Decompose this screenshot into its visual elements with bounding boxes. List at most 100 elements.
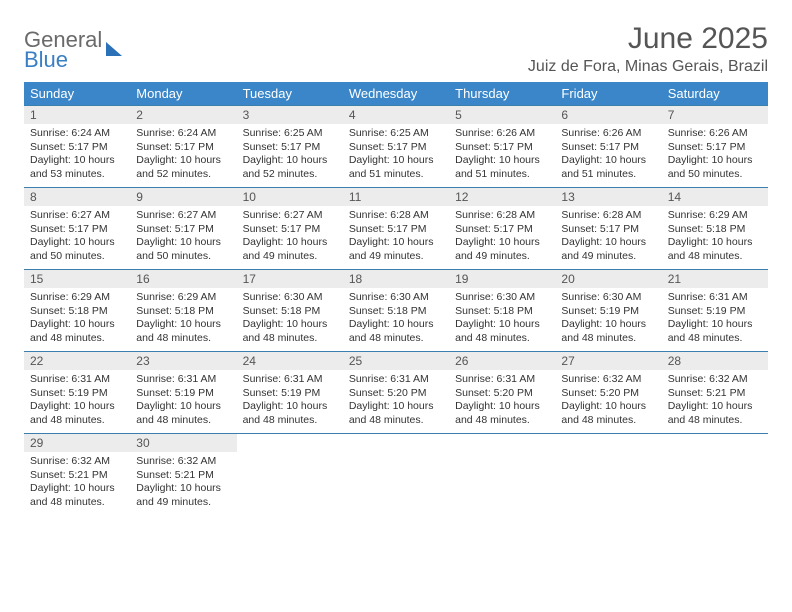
day-details: Sunrise: 6:30 AMSunset: 5:19 PMDaylight:… — [555, 288, 661, 350]
sunset-text: Sunset: 5:17 PM — [243, 223, 337, 237]
day-number: 17 — [237, 270, 343, 288]
day-number: 21 — [662, 270, 768, 288]
sunset-text: Sunset: 5:18 PM — [455, 305, 549, 319]
calendar-cell: . — [343, 434, 449, 516]
calendar-cell: 19Sunrise: 6:30 AMSunset: 5:18 PMDayligh… — [449, 270, 555, 352]
sunset-text: Sunset: 5:17 PM — [136, 141, 230, 155]
sunrise-text: Sunrise: 6:24 AM — [30, 127, 124, 141]
calendar-cell: 18Sunrise: 6:30 AMSunset: 5:18 PMDayligh… — [343, 270, 449, 352]
daylight-text: Daylight: 10 hours and 49 minutes. — [561, 236, 655, 263]
day-details: Sunrise: 6:25 AMSunset: 5:17 PMDaylight:… — [237, 124, 343, 186]
calendar-cell: 27Sunrise: 6:32 AMSunset: 5:20 PMDayligh… — [555, 352, 661, 434]
day-details: Sunrise: 6:24 AMSunset: 5:17 PMDaylight:… — [130, 124, 236, 186]
sunrise-text: Sunrise: 6:31 AM — [668, 291, 762, 305]
day-number: 15 — [24, 270, 130, 288]
logo-text-block: General Blue — [24, 30, 102, 70]
calendar-week-row: 29Sunrise: 6:32 AMSunset: 5:21 PMDayligh… — [24, 434, 768, 516]
day-number: 14 — [662, 188, 768, 206]
calendar-table: Sunday Monday Tuesday Wednesday Thursday… — [24, 82, 768, 516]
calendar-cell: . — [662, 434, 768, 516]
sunset-text: Sunset: 5:17 PM — [455, 223, 549, 237]
daylight-text: Daylight: 10 hours and 48 minutes. — [243, 318, 337, 345]
logo-line-2: Blue — [24, 50, 102, 70]
daylight-text: Daylight: 10 hours and 48 minutes. — [30, 400, 124, 427]
day-details: Sunrise: 6:30 AMSunset: 5:18 PMDaylight:… — [343, 288, 449, 350]
sunset-text: Sunset: 5:17 PM — [136, 223, 230, 237]
daylight-text: Daylight: 10 hours and 50 minutes. — [668, 154, 762, 181]
sunset-text: Sunset: 5:17 PM — [30, 223, 124, 237]
day-number: 18 — [343, 270, 449, 288]
day-details: Sunrise: 6:29 AMSunset: 5:18 PMDaylight:… — [662, 206, 768, 268]
calendar-week-row: 8Sunrise: 6:27 AMSunset: 5:17 PMDaylight… — [24, 188, 768, 270]
calendar-cell: 11Sunrise: 6:28 AMSunset: 5:17 PMDayligh… — [343, 188, 449, 270]
day-number: 9 — [130, 188, 236, 206]
sunrise-text: Sunrise: 6:30 AM — [243, 291, 337, 305]
daylight-text: Daylight: 10 hours and 48 minutes. — [455, 318, 549, 345]
day-details: Sunrise: 6:30 AMSunset: 5:18 PMDaylight:… — [237, 288, 343, 350]
day-number: 12 — [449, 188, 555, 206]
day-number: 7 — [662, 106, 768, 124]
day-number: 22 — [24, 352, 130, 370]
day-details: Sunrise: 6:31 AMSunset: 5:19 PMDaylight:… — [237, 370, 343, 432]
daylight-text: Daylight: 10 hours and 48 minutes. — [30, 482, 124, 509]
daylight-text: Daylight: 10 hours and 48 minutes. — [349, 318, 443, 345]
sunrise-text: Sunrise: 6:32 AM — [30, 455, 124, 469]
location-label: Juiz de Fora, Minas Gerais, Brazil — [528, 58, 768, 76]
sunset-text: Sunset: 5:18 PM — [243, 305, 337, 319]
sunrise-text: Sunrise: 6:32 AM — [668, 373, 762, 387]
weekday-monday: Monday — [130, 82, 236, 106]
day-number: 24 — [237, 352, 343, 370]
calendar-cell: 1Sunrise: 6:24 AMSunset: 5:17 PMDaylight… — [24, 106, 130, 188]
calendar-cell: . — [449, 434, 555, 516]
sunrise-text: Sunrise: 6:32 AM — [136, 455, 230, 469]
calendar-cell: 9Sunrise: 6:27 AMSunset: 5:17 PMDaylight… — [130, 188, 236, 270]
sunrise-text: Sunrise: 6:30 AM — [561, 291, 655, 305]
sunrise-text: Sunrise: 6:29 AM — [668, 209, 762, 223]
weekday-header-row: Sunday Monday Tuesday Wednesday Thursday… — [24, 82, 768, 106]
day-number: 19 — [449, 270, 555, 288]
calendar-cell: 24Sunrise: 6:31 AMSunset: 5:19 PMDayligh… — [237, 352, 343, 434]
sunrise-text: Sunrise: 6:27 AM — [243, 209, 337, 223]
day-details: Sunrise: 6:25 AMSunset: 5:17 PMDaylight:… — [343, 124, 449, 186]
day-number: 4 — [343, 106, 449, 124]
calendar-cell: 7Sunrise: 6:26 AMSunset: 5:17 PMDaylight… — [662, 106, 768, 188]
sunrise-text: Sunrise: 6:25 AM — [349, 127, 443, 141]
daylight-text: Daylight: 10 hours and 48 minutes. — [30, 318, 124, 345]
day-number: 3 — [237, 106, 343, 124]
daylight-text: Daylight: 10 hours and 50 minutes. — [30, 236, 124, 263]
daylight-text: Daylight: 10 hours and 48 minutes. — [455, 400, 549, 427]
day-details: Sunrise: 6:28 AMSunset: 5:17 PMDaylight:… — [449, 206, 555, 268]
sunset-text: Sunset: 5:17 PM — [561, 141, 655, 155]
sunrise-text: Sunrise: 6:31 AM — [349, 373, 443, 387]
sunset-text: Sunset: 5:19 PM — [30, 387, 124, 401]
day-details: Sunrise: 6:24 AMSunset: 5:17 PMDaylight:… — [24, 124, 130, 186]
sunrise-text: Sunrise: 6:28 AM — [349, 209, 443, 223]
daylight-text: Daylight: 10 hours and 49 minutes. — [349, 236, 443, 263]
sunrise-text: Sunrise: 6:31 AM — [243, 373, 337, 387]
triangle-icon — [106, 42, 122, 56]
daylight-text: Daylight: 10 hours and 48 minutes. — [668, 400, 762, 427]
day-details: Sunrise: 6:26 AMSunset: 5:17 PMDaylight:… — [662, 124, 768, 186]
sunrise-text: Sunrise: 6:30 AM — [349, 291, 443, 305]
day-details: Sunrise: 6:29 AMSunset: 5:18 PMDaylight:… — [24, 288, 130, 350]
calendar-cell: 13Sunrise: 6:28 AMSunset: 5:17 PMDayligh… — [555, 188, 661, 270]
day-number: 27 — [555, 352, 661, 370]
sunrise-text: Sunrise: 6:26 AM — [561, 127, 655, 141]
daylight-text: Daylight: 10 hours and 48 minutes. — [349, 400, 443, 427]
calendar-cell: 5Sunrise: 6:26 AMSunset: 5:17 PMDaylight… — [449, 106, 555, 188]
sunrise-text: Sunrise: 6:32 AM — [561, 373, 655, 387]
calendar-cell: 20Sunrise: 6:30 AMSunset: 5:19 PMDayligh… — [555, 270, 661, 352]
calendar-cell: 4Sunrise: 6:25 AMSunset: 5:17 PMDaylight… — [343, 106, 449, 188]
day-details: Sunrise: 6:26 AMSunset: 5:17 PMDaylight:… — [555, 124, 661, 186]
sunset-text: Sunset: 5:21 PM — [30, 469, 124, 483]
calendar-cell: 25Sunrise: 6:31 AMSunset: 5:20 PMDayligh… — [343, 352, 449, 434]
daylight-text: Daylight: 10 hours and 49 minutes. — [455, 236, 549, 263]
sunset-text: Sunset: 5:21 PM — [136, 469, 230, 483]
day-details: Sunrise: 6:28 AMSunset: 5:17 PMDaylight:… — [343, 206, 449, 268]
day-details: Sunrise: 6:30 AMSunset: 5:18 PMDaylight:… — [449, 288, 555, 350]
weekday-saturday: Saturday — [662, 82, 768, 106]
day-details: Sunrise: 6:31 AMSunset: 5:19 PMDaylight:… — [130, 370, 236, 432]
daylight-text: Daylight: 10 hours and 48 minutes. — [668, 236, 762, 263]
title-block: June 2025 Juiz de Fora, Minas Gerais, Br… — [528, 22, 768, 76]
day-number: 16 — [130, 270, 236, 288]
